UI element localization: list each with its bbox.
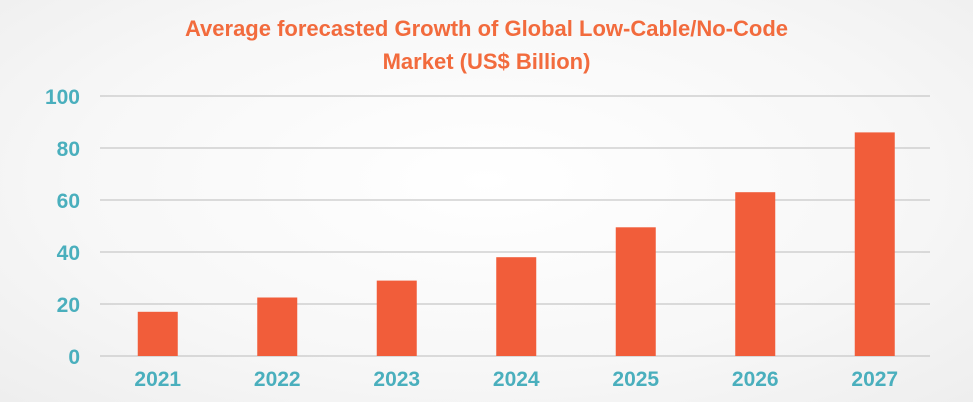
y-tick-label: 0	[68, 346, 80, 369]
bars	[137, 132, 895, 356]
x-tick-label: 2023	[373, 368, 420, 391]
x-tick-label: 2024	[493, 368, 540, 391]
bar-2026	[735, 192, 776, 356]
bar-2025	[615, 227, 656, 356]
x-tick-label: 2021	[134, 368, 181, 391]
chart-title-line-1: Average forecasted Growth of Global Low-…	[184, 16, 789, 41]
x-tick-label: 2022	[254, 368, 301, 391]
y-tick-label: 100	[45, 86, 80, 109]
bar-2021	[137, 311, 178, 356]
x-axis-ticks: 2021 2022 2023 2024 2025 2026 2027	[134, 368, 898, 391]
y-tick-label: 80	[57, 138, 80, 161]
y-tick-label: 20	[57, 294, 80, 317]
bar-2022	[257, 297, 298, 356]
chart-title: Average forecasted Growth of Global Low-…	[0, 12, 973, 78]
bar-2027	[854, 132, 895, 356]
y-axis-ticks: 0 20 40 60 80 100	[45, 86, 80, 369]
x-tick-label: 2025	[612, 368, 659, 391]
chart-title-line-2: Market (US$ Billion)	[382, 49, 591, 74]
x-tick-label: 2027	[851, 368, 898, 391]
x-tick-label: 2026	[732, 368, 779, 391]
y-tick-label: 60	[57, 190, 80, 213]
bar-2024	[496, 257, 537, 356]
y-tick-label: 40	[57, 242, 80, 265]
bar-2023	[376, 280, 417, 356]
